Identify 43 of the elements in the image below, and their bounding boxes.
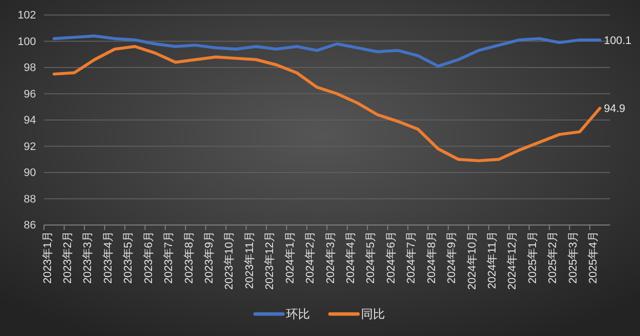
x-tick-label: 2024年12月 [506, 231, 519, 290]
y-tick-label: 92 [24, 140, 36, 153]
x-tick-label: 2023年10月 [224, 231, 236, 290]
data-label: 94.9 [604, 103, 626, 116]
y-tick-label: 100 [18, 36, 36, 48]
x-tick-label: 2024年5月 [365, 231, 378, 284]
y-tick-label: 98 [24, 62, 36, 74]
x-tick-label: 2025年1月 [526, 231, 539, 284]
x-tick-label: 2023年5月 [122, 231, 135, 284]
line-series [52, 34, 602, 68]
x-tick-label: 2023年2月 [62, 231, 74, 284]
x-tick-label: 2023年3月 [82, 231, 94, 284]
x-tick-label: 2024年6月 [385, 231, 398, 284]
x-tick-label: 2025年2月 [547, 231, 560, 284]
y-tick-label: 86 [24, 220, 36, 232]
line-series [52, 45, 602, 162]
x-tick-label: 2025年4月 [588, 231, 600, 284]
y-tick-label: 88 [24, 193, 36, 206]
y-tick-label: 94 [24, 114, 36, 127]
x-tick-label: 2024年4月 [345, 231, 358, 284]
x-tick-label: 2023年7月 [163, 231, 176, 284]
x-tick-label: 2023年8月 [183, 231, 196, 284]
x-tick-label: 2024年8月 [426, 231, 438, 284]
y-tick-label: 102 [18, 10, 36, 22]
x-tick-label: 2023年12月 [264, 231, 276, 290]
x-tick-label: 2023年6月 [142, 231, 155, 284]
x-tick-label: 2024年2月 [304, 231, 317, 284]
y-tick-label: 90 [24, 167, 36, 180]
legend-label: 环比 [286, 307, 310, 322]
x-tick-label: 2024年7月 [406, 231, 418, 284]
data-label: 100.1 [604, 34, 632, 47]
y-tick-label: 96 [24, 88, 36, 100]
x-tick-label: 2023年1月 [42, 231, 54, 284]
x-tick-label: 2023年9月 [204, 231, 216, 284]
x-tick-label: 2024年9月 [446, 231, 458, 284]
x-tick-label: 2025年3月 [567, 231, 580, 284]
x-tick-label: 2024年3月 [324, 231, 337, 284]
legend-label: 同比 [361, 307, 385, 322]
x-tick-label: 2024年11月 [486, 231, 499, 289]
x-tick-label: 2023年11月 [244, 231, 256, 289]
x-tick-label: 2023年4月 [102, 231, 114, 284]
x-tick-label: 2024年1月 [284, 231, 296, 284]
x-tick-label: 2024年10月 [466, 231, 478, 290]
